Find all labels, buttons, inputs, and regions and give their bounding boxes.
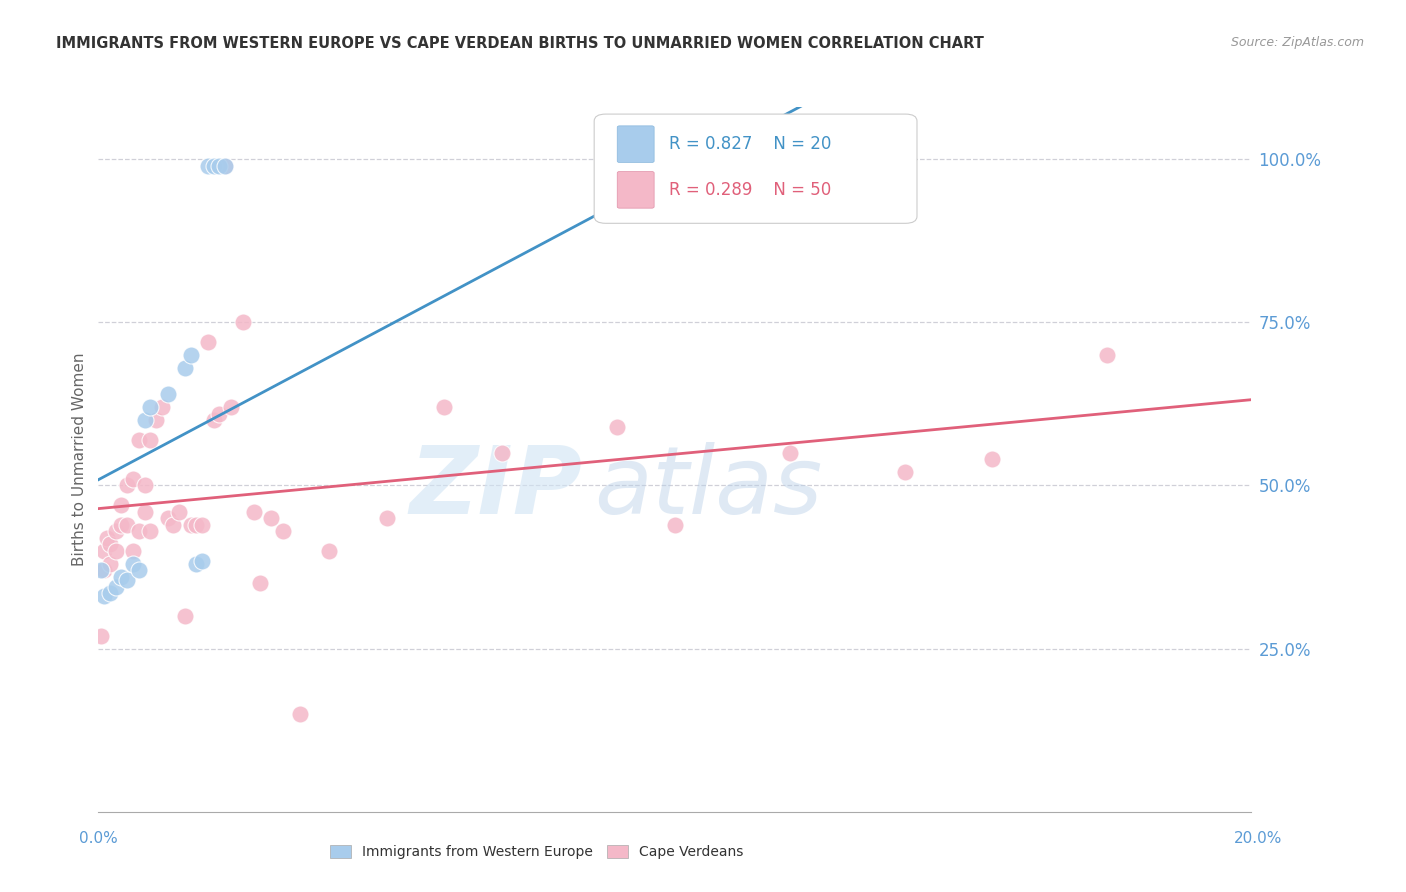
Point	[1097, 348, 1119, 362]
Point	[98, 557, 121, 571]
Point	[104, 580, 127, 594]
Point	[122, 543, 145, 558]
Point	[104, 524, 127, 538]
Point	[90, 563, 112, 577]
Point	[186, 517, 208, 532]
Point	[145, 413, 167, 427]
Point	[110, 517, 132, 532]
Point	[93, 590, 115, 604]
Point	[180, 517, 202, 532]
Point	[139, 524, 162, 538]
Point	[156, 511, 179, 525]
Point	[779, 446, 801, 460]
Legend: Immigrants from Western Europe, Cape Verdeans: Immigrants from Western Europe, Cape Ver…	[325, 839, 748, 864]
Point	[186, 557, 208, 571]
Point	[219, 400, 242, 414]
Point	[167, 505, 190, 519]
Point	[93, 563, 115, 577]
Text: 20.0%: 20.0%	[1234, 831, 1282, 846]
Point	[208, 159, 231, 173]
Point	[104, 543, 127, 558]
Point	[606, 419, 628, 434]
Point	[191, 517, 214, 532]
Point	[122, 557, 145, 571]
Point	[180, 348, 202, 362]
Point	[139, 433, 162, 447]
Point	[271, 524, 294, 538]
Point	[208, 407, 231, 421]
Point	[134, 505, 156, 519]
Point	[134, 478, 156, 492]
Point	[202, 159, 225, 173]
Point	[150, 400, 173, 414]
Text: R = 0.289    N = 50: R = 0.289 N = 50	[669, 181, 831, 199]
Point	[260, 511, 283, 525]
Point	[664, 517, 686, 532]
Point	[128, 563, 150, 577]
Point	[191, 553, 214, 567]
Point	[128, 524, 150, 538]
Point	[197, 159, 219, 173]
Point	[117, 478, 139, 492]
Point	[214, 159, 236, 173]
Point	[290, 706, 312, 721]
Point	[174, 609, 197, 624]
Point	[98, 586, 121, 600]
Point	[117, 517, 139, 532]
Point	[174, 361, 197, 376]
Point	[98, 537, 121, 551]
Point	[433, 400, 456, 414]
Point	[981, 452, 1004, 467]
Point	[122, 472, 145, 486]
Point	[162, 517, 184, 532]
Point	[243, 505, 266, 519]
Point	[202, 413, 225, 427]
Point	[197, 334, 219, 349]
Point	[249, 576, 271, 591]
Point	[90, 628, 112, 642]
FancyBboxPatch shape	[617, 171, 654, 208]
Point	[110, 570, 132, 584]
Point	[375, 511, 398, 525]
Point	[231, 315, 254, 329]
FancyBboxPatch shape	[595, 114, 917, 223]
Point	[128, 433, 150, 447]
Text: Source: ZipAtlas.com: Source: ZipAtlas.com	[1230, 36, 1364, 49]
Text: IMMIGRANTS FROM WESTERN EUROPE VS CAPE VERDEAN BIRTHS TO UNMARRIED WOMEN CORRELA: IMMIGRANTS FROM WESTERN EUROPE VS CAPE V…	[56, 36, 984, 51]
Text: atlas: atlas	[595, 442, 823, 533]
Point	[96, 531, 118, 545]
Point	[491, 446, 513, 460]
Y-axis label: Births to Unmarried Women: Births to Unmarried Women	[72, 352, 87, 566]
Point	[318, 543, 340, 558]
Point	[93, 543, 115, 558]
Point	[894, 466, 917, 480]
FancyBboxPatch shape	[617, 126, 654, 162]
Point	[156, 387, 179, 401]
Point	[110, 498, 132, 512]
Point	[214, 159, 236, 173]
Point	[894, 159, 917, 173]
Point	[134, 413, 156, 427]
Text: 0.0%: 0.0%	[79, 831, 118, 846]
Text: ZIP: ZIP	[409, 442, 582, 533]
Text: R = 0.827    N = 20: R = 0.827 N = 20	[669, 136, 831, 153]
Point	[139, 400, 162, 414]
Point	[117, 573, 139, 587]
